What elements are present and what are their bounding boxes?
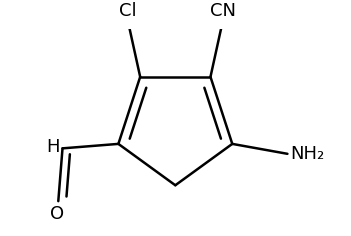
Text: NH₂: NH₂ <box>290 145 324 163</box>
Text: CN: CN <box>210 2 236 20</box>
Text: O: O <box>50 205 64 223</box>
Text: Cl: Cl <box>119 2 137 20</box>
Text: H: H <box>46 138 60 156</box>
